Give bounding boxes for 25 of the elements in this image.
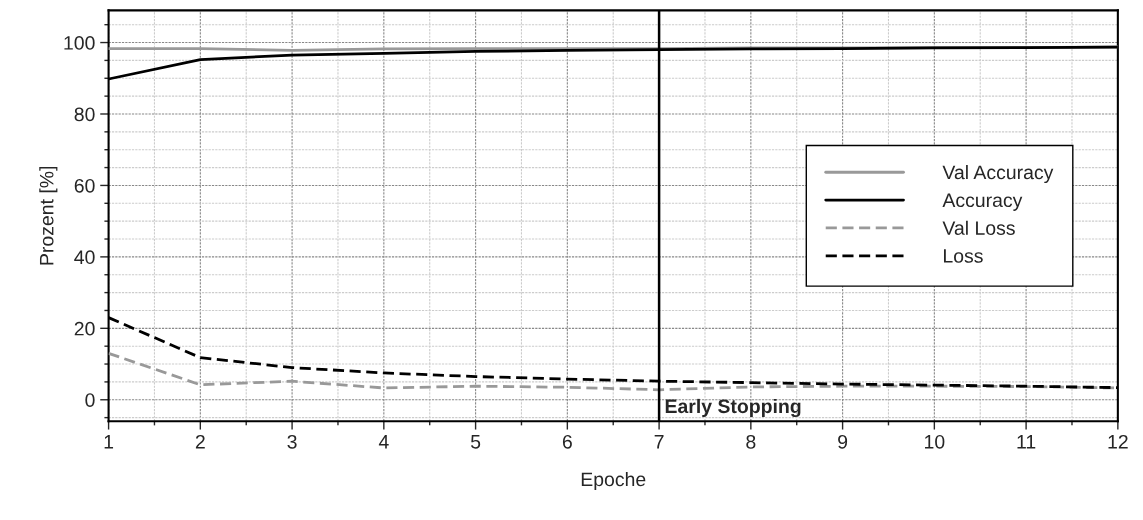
x-tick-label: 2: [195, 434, 205, 449]
ref-line-label: Early Stopping: [665, 398, 801, 418]
legend-label: Loss: [944, 249, 983, 263]
x-tick-label: 11: [1017, 435, 1036, 449]
x-tick-label: 9: [838, 434, 848, 449]
y-tick-label: 40: [74, 250, 95, 265]
x-tick-label: 6: [562, 434, 572, 449]
x-tick-label: 12: [1108, 434, 1128, 449]
x-tick-label: 7: [654, 435, 664, 449]
x-tick-label: 10: [925, 434, 945, 449]
x-axis-title: Epoche: [581, 471, 646, 491]
y-tick-label: 100: [64, 36, 95, 50]
legend-label: Accuracy: [942, 193, 1023, 211]
y-tick-label: 0: [85, 393, 95, 407]
y-axis-title: Prozent [%]: [39, 166, 58, 265]
x-tick-label: 8: [746, 434, 756, 449]
y-tick-label: 80: [74, 107, 95, 122]
x-tick-label: 5: [470, 435, 481, 449]
x-tick-label: 4: [378, 435, 389, 449]
y-tick-label: 20: [74, 321, 95, 336]
x-tick-label: 1: [104, 435, 114, 449]
legend-label: Val Accuracy: [942, 164, 1054, 184]
legend-label: Val Loss: [942, 220, 1015, 235]
y-tick-label: 60: [74, 178, 95, 193]
x-tick-label: 3: [287, 434, 297, 449]
